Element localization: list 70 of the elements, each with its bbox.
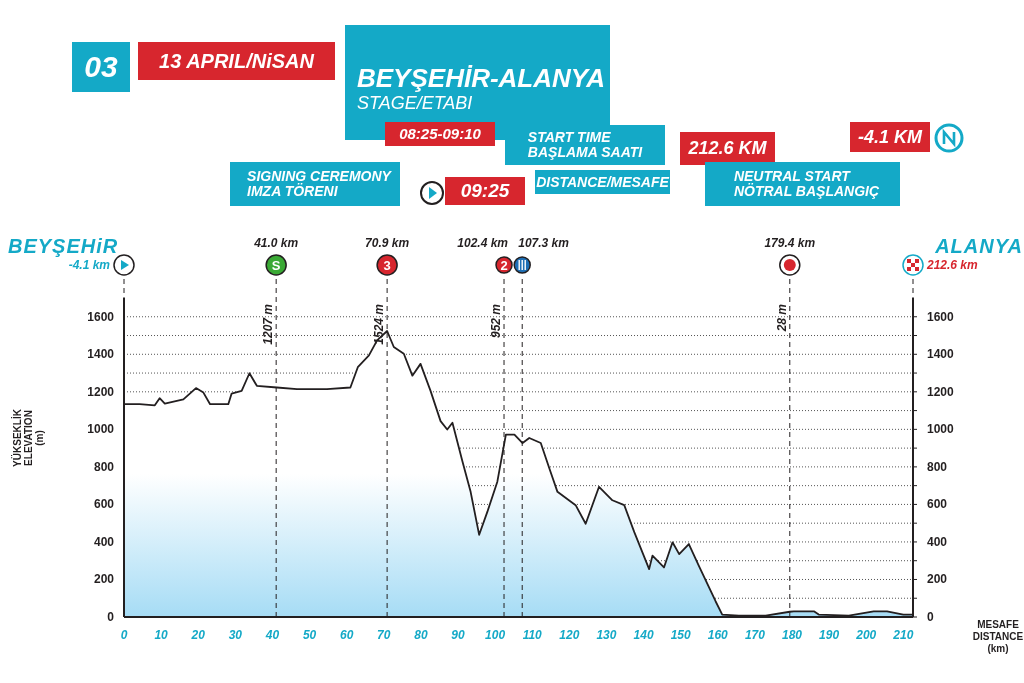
ref-line-label: 102.4 km <box>457 236 509 250</box>
annotation: 1207 m <box>261 303 276 345</box>
ref-line-label: 179.4 km <box>764 236 816 250</box>
chart-title: BEYŞEHİR-ALANYA <box>357 63 606 93</box>
text: 13 APRIL/NiSAN <box>138 42 335 80</box>
y2-tick-label: 400 <box>927 534 948 549</box>
x-tick-label: 200 <box>855 628 877 642</box>
y2-tick-label: 1000 <box>927 422 955 437</box>
text: 09:25 <box>445 177 525 205</box>
x-tick-label: 190 <box>819 628 840 642</box>
x-tick-label: 0 <box>120 628 128 642</box>
y-tick-label: 1400 <box>87 347 115 362</box>
y2-tick-label: 200 <box>927 572 948 587</box>
x-axis-title: MESAFE DISTANCE (km) <box>971 619 1024 655</box>
x-tick-label: 210 <box>892 628 914 642</box>
y2-tick-label: 1200 <box>927 384 955 399</box>
ref-line-label: 212.6 km <box>926 258 979 272</box>
y2-tick-label: 800 <box>927 459 948 474</box>
y2-tick-label: 1400 <box>927 347 955 362</box>
annotation: 28 m <box>774 303 789 333</box>
text: 2 <box>500 257 508 273</box>
text: SIGNING CEREMONY IMZA TÖRENI <box>230 162 400 206</box>
x-tick-label: 30 <box>228 628 243 642</box>
x-tick-label: 140 <box>633 628 654 642</box>
x-tick-label: 100 <box>485 628 506 642</box>
text: DISTANCE/MESAFE <box>535 170 670 194</box>
x-tick-label: 170 <box>744 628 766 642</box>
x-tick-label: 70 <box>377 628 391 642</box>
text: START TIME BAŞLAMA SAATI <box>505 125 665 165</box>
text: 3 <box>383 257 391 273</box>
ref-line-label: 70.9 km <box>365 236 410 250</box>
annotation: 1524 m <box>372 303 387 345</box>
x-tick-label: 180 <box>782 628 803 642</box>
text: S <box>271 257 281 273</box>
x-tick-label: 20 <box>190 628 206 642</box>
ref-line-label: -4.1 km <box>68 258 111 272</box>
y-tick-label: 600 <box>93 497 115 512</box>
x-tick-label: 10 <box>154 628 169 642</box>
y-tick-label: 800 <box>93 459 115 474</box>
y-tick-label: 1000 <box>87 422 115 437</box>
annotation: 952 m <box>489 303 504 339</box>
y2-tick-label: 1600 <box>927 309 955 324</box>
text: NEUTRAL START NÖTRAL BAŞLANGIÇ <box>705 162 900 206</box>
chart-subtitle: STAGE/ETABI <box>357 93 474 114</box>
x-tick-label: 80 <box>414 628 428 642</box>
text: ALANYA <box>934 234 1023 258</box>
text: 212.6 KM <box>680 132 775 165</box>
x-tick-label: 150 <box>670 628 692 642</box>
text: BEYŞEHiR <box>8 234 120 258</box>
ref-line-label: 41.0 km <box>253 236 299 250</box>
x-tick-label: 90 <box>451 628 465 642</box>
x-tick-label: 50 <box>302 628 317 642</box>
y-tick-label: 0 <box>107 610 115 624</box>
y-tick-label: 200 <box>93 572 115 587</box>
x-tick-label: 110 <box>522 628 543 642</box>
text: 03 <box>72 42 130 92</box>
text: 08:25-09:10 <box>385 122 495 146</box>
text: -4.1 KM <box>850 122 930 152</box>
x-tick-label: 40 <box>264 628 280 642</box>
x-tick-label: 160 <box>707 628 729 642</box>
y-tick-label: 1600 <box>87 309 115 324</box>
x-tick-label: 130 <box>596 628 617 642</box>
y-tick-label: 1200 <box>87 384 115 399</box>
y-tick-label: 400 <box>93 534 115 549</box>
y2-tick-label: 0 <box>927 610 934 624</box>
x-tick-label: 120 <box>559 628 580 642</box>
x-tick-label: 60 <box>339 628 354 642</box>
y2-tick-label: 600 <box>927 497 948 512</box>
ref-line-label: 107.3 km <box>518 236 570 250</box>
y-axis-title: YÜKSEKLİK ELEVATION (m) <box>12 407 45 469</box>
